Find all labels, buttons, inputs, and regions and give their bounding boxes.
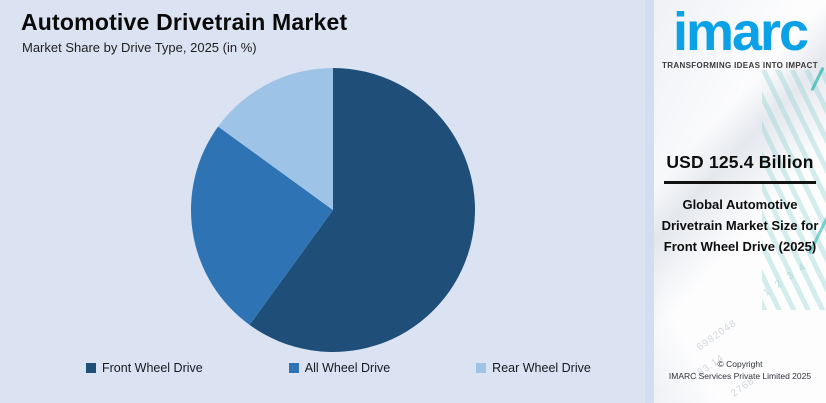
pie-slice-rear-wheel-drive [218, 68, 333, 210]
legend-label: Rear Wheel Drive [492, 361, 591, 375]
pie-chart [190, 68, 475, 352]
chart-title: Automotive Drivetrain Market [21, 9, 348, 35]
legend-swatch [476, 363, 487, 373]
watermark-number: 6982048 [694, 317, 739, 354]
stat-divider [664, 181, 816, 184]
legend-label: Front Wheel Drive [102, 361, 203, 375]
pie-slice-front-wheel-drive [249, 68, 475, 352]
chart-subtitle: Market Share by Drive Type, 2025 (in %) [22, 40, 257, 55]
legend-label: All Wheel Drive [304, 361, 391, 375]
teal-accent-dash [810, 66, 825, 92]
brand-panel: 6982048 783.14 2768 1 2 3 4 imarc TRANSF… [654, 0, 826, 403]
chart-area: Automotive Drivetrain Market Market Shar… [21, 9, 591, 375]
brand-block: imarc TRANSFORMING IDEAS INTO IMPACT [654, 2, 826, 70]
legend-item-rear-wheel-drive: Rear Wheel Drive [476, 361, 591, 375]
watermark-number: 1 2 3 4 [761, 260, 811, 299]
copyright-line2: IMARC Services Private Limited 2025 [668, 371, 812, 381]
stat-block: USD 125.4 Billion Global Automotive Driv… [654, 152, 826, 257]
legend-item-all-wheel-drive: All Wheel Drive [288, 361, 391, 375]
legend-item-front-wheel-drive: Front Wheel Drive [86, 361, 203, 375]
legend-swatch [86, 363, 96, 373]
stat-value: USD 125.4 Billion [666, 152, 814, 172]
copyright: © Copyright IMARC Services Private Limit… [654, 358, 826, 382]
copyright-line1: © Copyright [717, 359, 763, 369]
brand-tagline: TRANSFORMING IDEAS INTO IMPACT [662, 60, 818, 70]
legend-swatch [288, 363, 299, 373]
panel-divider-strip [645, 0, 654, 403]
imarc-logo: imarc [672, 2, 809, 62]
chart-legend: Front Wheel Drive All Wheel Drive Rear Whe… [86, 361, 591, 375]
stat-label: Global Automotive Drivetrain Market Size… [661, 197, 819, 254]
pie-slice-all-wheel-drive [190, 126, 333, 325]
